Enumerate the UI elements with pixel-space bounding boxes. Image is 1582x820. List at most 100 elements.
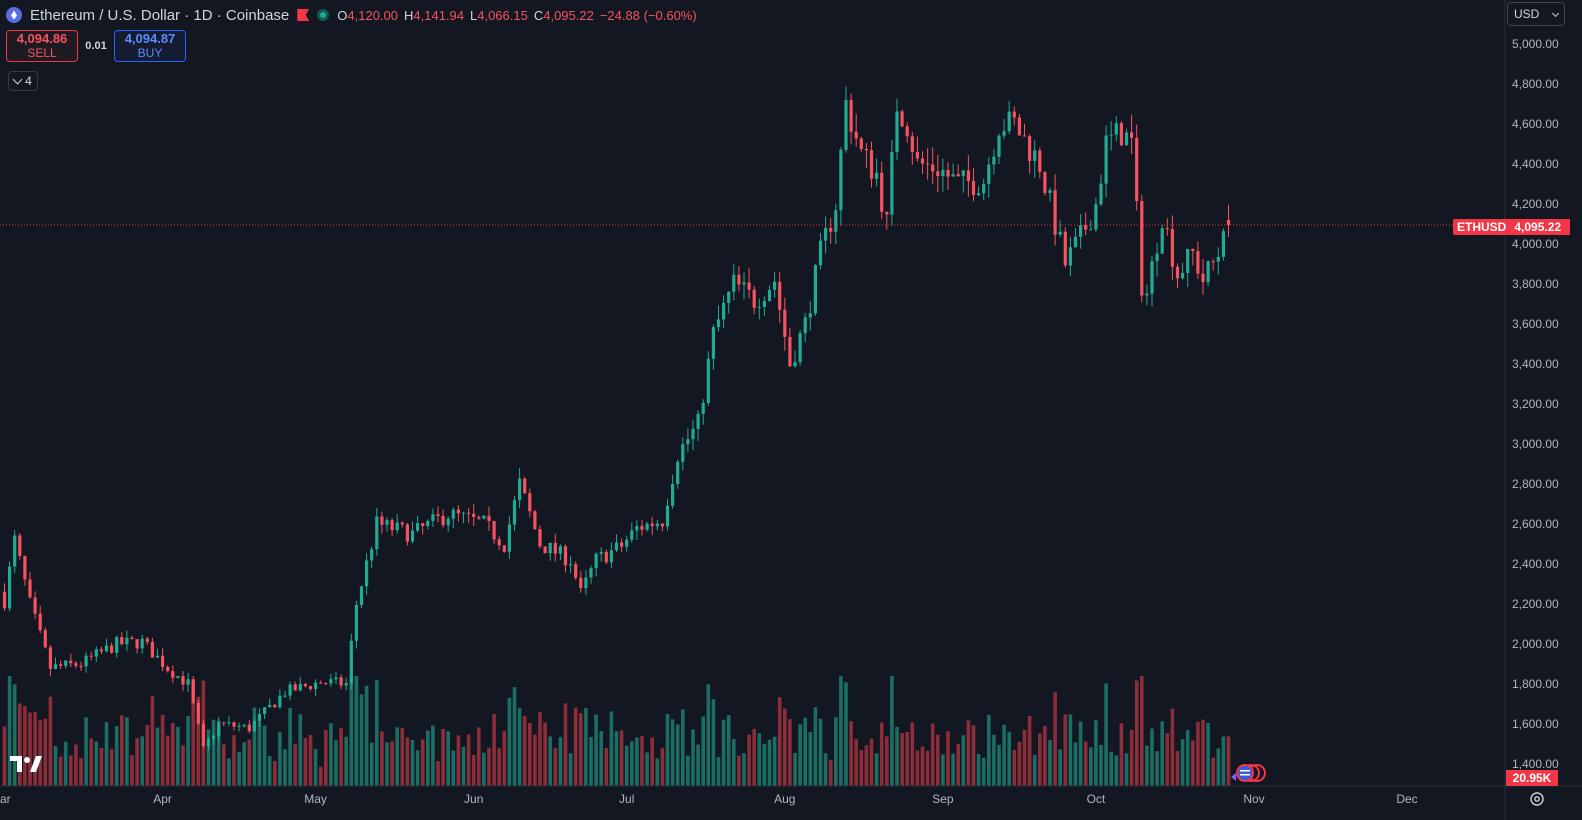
candle-body [558,546,562,554]
chevron-down-icon [12,74,23,85]
market-status-icon[interactable] [317,9,330,21]
candle-body [788,336,792,367]
volume-bar [859,750,864,786]
candle-body [640,525,644,530]
volume-bar [1124,753,1129,786]
candle-body [609,550,613,563]
candle-body [334,677,338,680]
candle-body [1068,247,1072,266]
volume-bar [910,722,915,786]
candle-body [2,591,7,609]
volume-bar [1063,714,1068,786]
volume-bar [609,711,614,786]
volume-bar [869,738,874,786]
candle-body [298,683,302,691]
volume-bar [895,726,899,786]
candle-body [64,660,68,666]
buy-price: 4,094.87 [124,31,176,46]
price-tick-label: 2,200.00 [1512,597,1559,611]
volume-bar [604,748,609,786]
candle-body [497,539,501,546]
candle-body [1216,256,1220,262]
economic-event-icon[interactable] [1231,763,1269,783]
candle-body [951,174,955,177]
volume-bar [716,757,721,786]
volume-bar [721,719,726,786]
candle-body [1211,261,1215,263]
volume-bar [696,744,700,786]
spread-value: 0.01 [85,40,107,52]
candle-body [946,169,950,177]
volume-bar [726,715,731,786]
candle-body [436,514,440,516]
candle-body [288,684,292,696]
volume-bar [298,714,303,786]
candle-body [38,613,42,631]
volume-bar [573,707,578,786]
volume-bar [1201,719,1205,786]
candle-body [543,546,547,554]
candle-body [1058,231,1062,235]
candle-body [212,735,216,739]
candle-body [1079,225,1083,237]
candle-body [920,158,925,164]
volume-bar [1083,741,1088,786]
volume-bar [563,703,568,786]
candle-body [977,193,981,196]
candle-body [579,577,583,589]
volume-bar [538,711,542,786]
symbol-legend: Ethereum / U.S. Dollar · 1D · Coinbase O… [6,4,697,26]
candle-body [1104,135,1108,184]
candle-body [59,664,63,666]
volume-bar [885,736,889,786]
volume-bar [1043,725,1047,786]
volume-bar [681,709,685,786]
volume-bar [925,750,930,786]
candle-body [278,695,282,708]
buy-button[interactable]: 4,094.87 BUY [114,30,186,62]
candle-body [849,100,853,132]
symbol-title[interactable]: Ethereum / U.S. Dollar · 1D · Coinbase [30,6,290,24]
volume-bar [206,729,211,786]
candle-body [431,514,435,521]
volume-bar [1145,745,1149,786]
candle-body [732,274,736,292]
volume-bar [589,737,593,786]
price-axis-ticks: 5,000.00 4,800.00 4,600.00 4,400.00 4,200.00… [1512,37,1559,771]
volume-bar [446,731,450,786]
settings-gear-icon[interactable] [1528,790,1546,808]
price-axis[interactable] [1505,0,1582,820]
candle-body [533,511,537,530]
candle-body [599,551,603,554]
volume-bar [650,737,654,786]
volume-bar [558,737,563,786]
volume-bar [941,754,945,786]
volume-bar [405,737,410,786]
candle-body [915,152,919,159]
price-tick-label: 4,000.00 [1512,237,1559,251]
close-key: C [533,7,544,23]
volume-bar [58,756,63,786]
indicators-toggle-button[interactable]: 4 [8,71,38,91]
sell-button[interactable]: 4,094.86 SELL [6,30,78,62]
chevron-down-icon [1551,9,1560,17]
tradingview-logo-icon[interactable] [8,753,44,775]
volume-bar [125,717,129,786]
volume-bar [1012,749,1017,786]
volume-bar [599,731,603,786]
volume-bar [813,707,818,786]
volume-bar [216,720,221,786]
trade-panel: 4,094.86 SELL 0.01 4,094.87 BUY [6,30,186,62]
volume-bar [640,735,644,786]
candle-body [410,530,415,542]
candle-body [1094,204,1098,230]
volume-bar [38,720,42,786]
volume-bar [1094,720,1098,786]
flag-icon[interactable] [297,9,310,21]
volume-bar [844,682,848,786]
price-tick-label: 4,200.00 [1512,197,1559,211]
volume-bar [400,727,405,786]
time-tick-label: Dec [1396,792,1417,806]
currency-select[interactable]: USD [1507,2,1565,26]
